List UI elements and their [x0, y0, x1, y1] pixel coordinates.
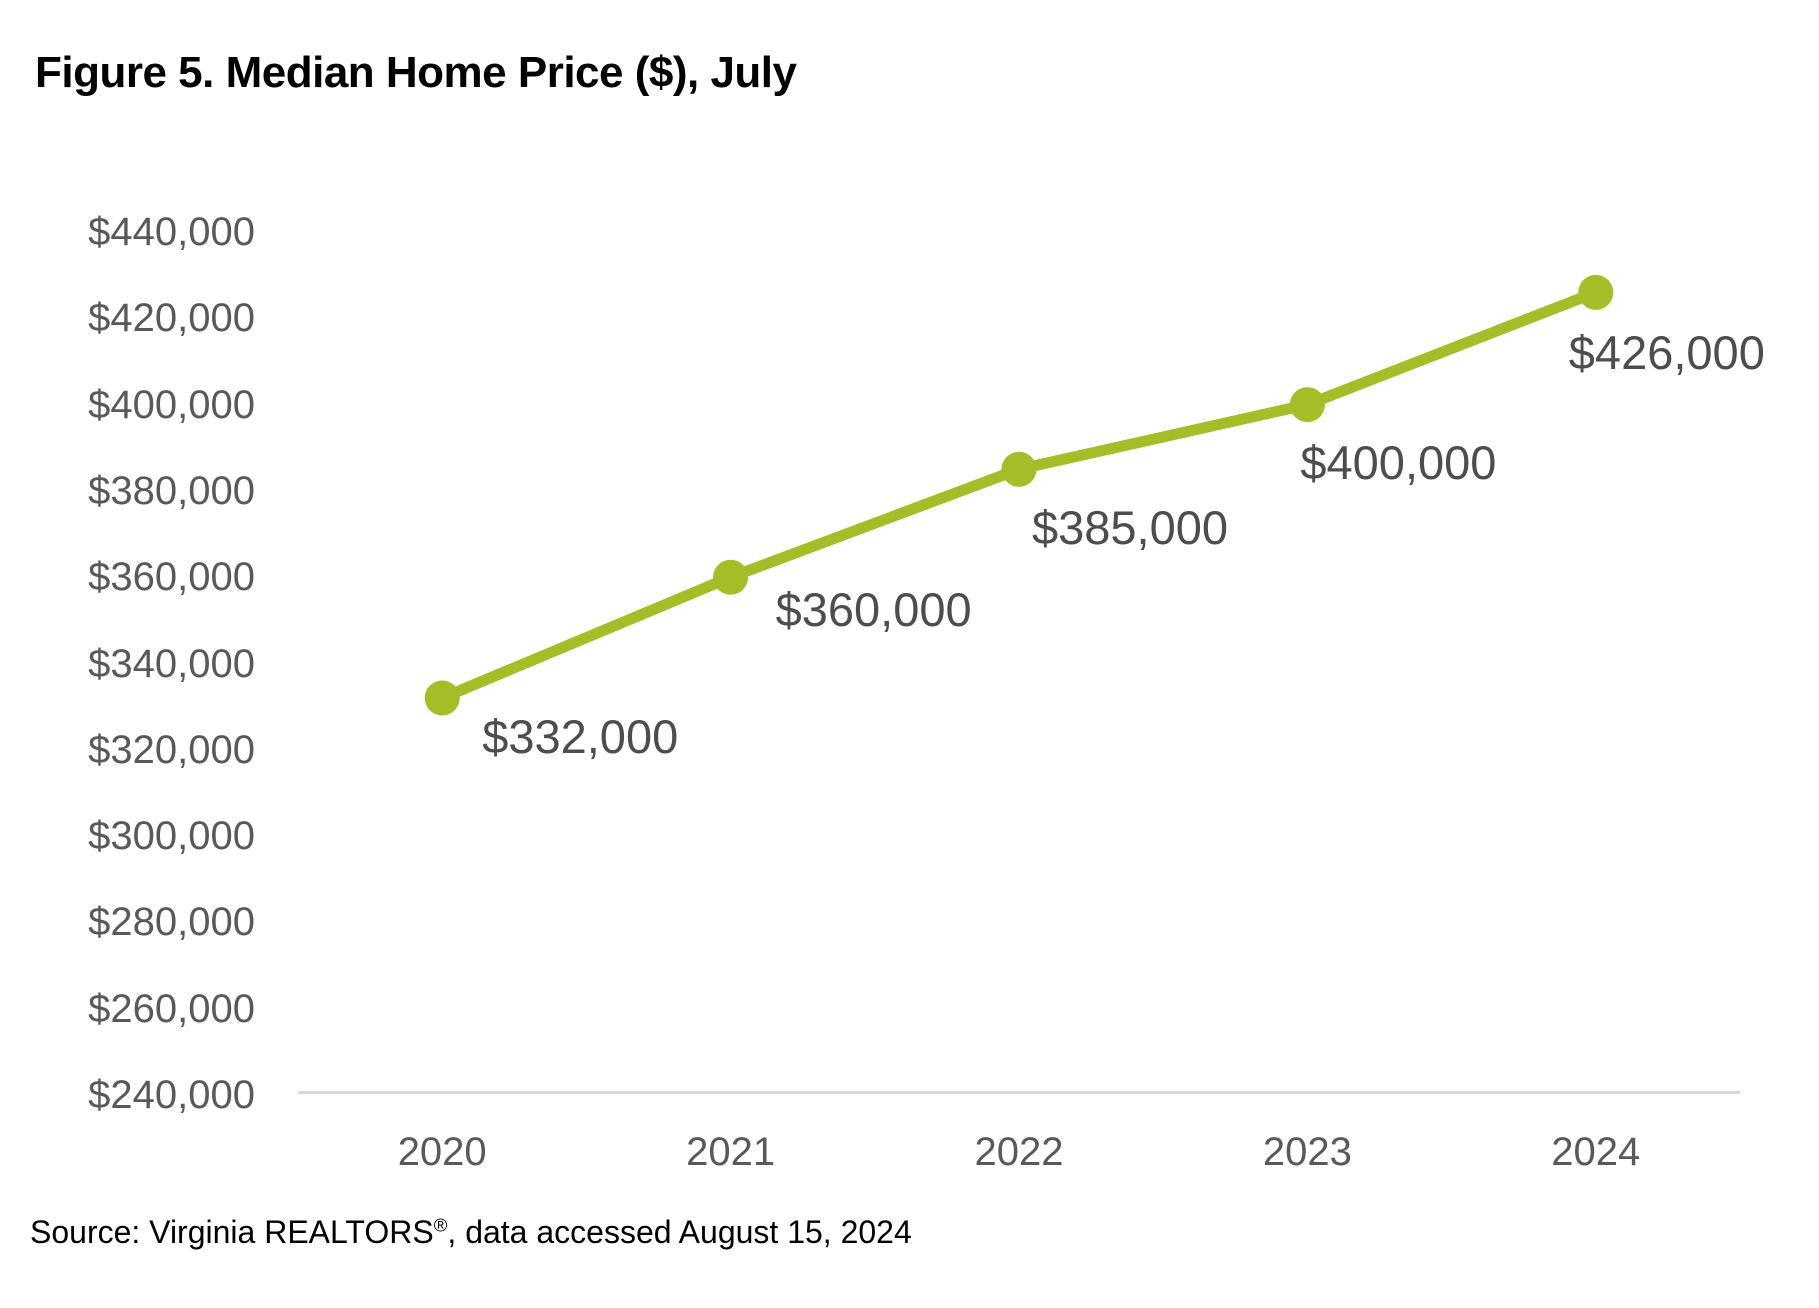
- x-axis-tick-label: 2021: [686, 1130, 776, 1174]
- data-point-marker-2023: [1289, 387, 1325, 423]
- y-axis-tick-label: $340,000: [88, 641, 255, 686]
- trend-line: [436, 286, 1602, 704]
- x-axis-tick-label: 2020: [397, 1130, 487, 1174]
- data-label-2024: $426,000: [1568, 326, 1765, 380]
- data-point-marker-2020: [424, 680, 460, 716]
- y-axis-tick-label: $420,000: [88, 296, 255, 341]
- y-axis-tick-label: $440,000: [88, 210, 255, 254]
- source-note: Source: Virginia REALTORS®, data accesse…: [30, 1212, 912, 1252]
- y-axis-tick-label: $240,000: [88, 1073, 255, 1117]
- data-label-2023: $400,000: [1300, 435, 1497, 489]
- x-axis-tick-label: 2024: [1551, 1130, 1641, 1174]
- x-axis-tick-label: 2022: [974, 1130, 1064, 1174]
- source-text: Source: Virginia REALTORS: [30, 1214, 434, 1250]
- y-axis-tick-label: $380,000: [88, 468, 255, 513]
- source-date-text: , data accessed August 15, 2024: [447, 1214, 912, 1250]
- registered-trademark-icon: ®: [433, 1214, 448, 1236]
- x-axis-tick-label: 2023: [1262, 1130, 1352, 1174]
- data-point-marker-2024: [1578, 274, 1614, 310]
- y-axis-tick-label: $360,000: [88, 555, 255, 600]
- data-label-2021: $360,000: [775, 583, 972, 637]
- y-axis-tick-label: $260,000: [88, 986, 255, 1031]
- x-axis-line: [298, 1091, 1740, 1094]
- y-axis-tick-label: $280,000: [88, 900, 255, 945]
- y-axis-tick-label: $320,000: [88, 727, 255, 772]
- data-point-marker-2022: [1001, 451, 1037, 487]
- y-axis-tick-label: $400,000: [88, 382, 255, 427]
- data-label-2022: $385,000: [1032, 501, 1229, 555]
- data-label-2020: $332,000: [482, 710, 679, 764]
- y-axis-tick-label: $300,000: [88, 814, 255, 859]
- data-point-marker-2021: [713, 559, 749, 595]
- chart-title: Figure 5. Median Home Price ($), July: [35, 48, 797, 97]
